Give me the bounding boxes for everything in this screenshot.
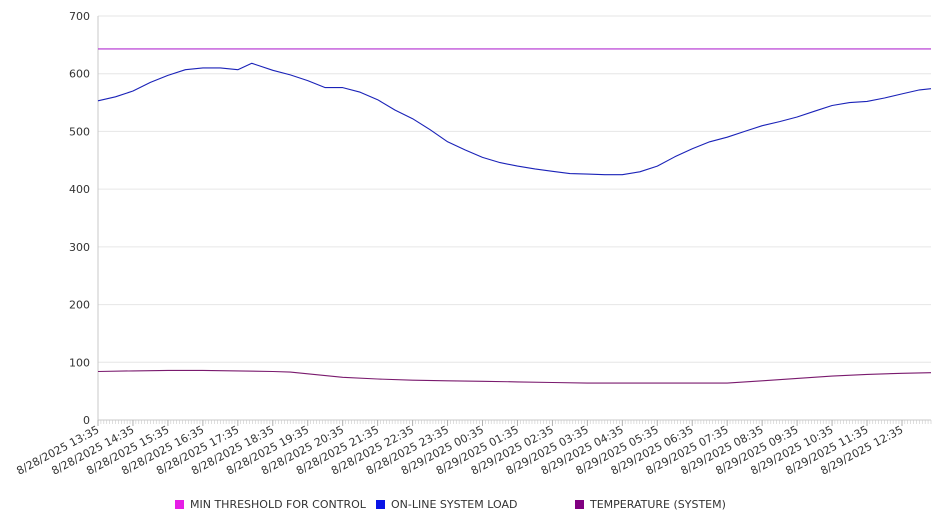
y-tick-label-700: 700	[69, 10, 90, 23]
legend-item-system-load: ON-LINE SYSTEM LOAD	[376, 498, 517, 511]
y-tick-label-200: 200	[69, 299, 90, 312]
legend-swatch-system-load	[376, 500, 385, 509]
legend-label-system-load: ON-LINE SYSTEM LOAD	[391, 498, 518, 511]
series-line-system-load	[97, 62, 932, 176]
y-tick-label-0: 0	[83, 414, 90, 427]
series-line-temperature	[97, 369, 932, 384]
series-lines	[97, 48, 932, 384]
legend: MIN THRESHOLD FOR CONTROL ON-LINE SYSTEM…	[0, 498, 946, 514]
legend-swatch-min-threshold	[175, 500, 184, 509]
legend-item-min-threshold: MIN THRESHOLD FOR CONTROL	[175, 498, 366, 511]
axes	[97, 16, 932, 426]
y-tick-label-400: 400	[69, 183, 90, 196]
legend-item-temperature: TEMPERATURE (SYSTEM)	[575, 498, 726, 511]
legend-label-min-threshold: MIN THRESHOLD FOR CONTROL	[190, 498, 366, 511]
y-tick-label-100: 100	[69, 356, 90, 369]
y-tick-label-600: 600	[69, 68, 90, 81]
y-tick-label-300: 300	[69, 241, 90, 254]
legend-label-temperature: TEMPERATURE (SYSTEM)	[590, 498, 726, 511]
y-tick-label-500: 500	[69, 125, 90, 138]
grid	[98, 15, 931, 363]
legend-swatch-temperature	[575, 500, 584, 509]
